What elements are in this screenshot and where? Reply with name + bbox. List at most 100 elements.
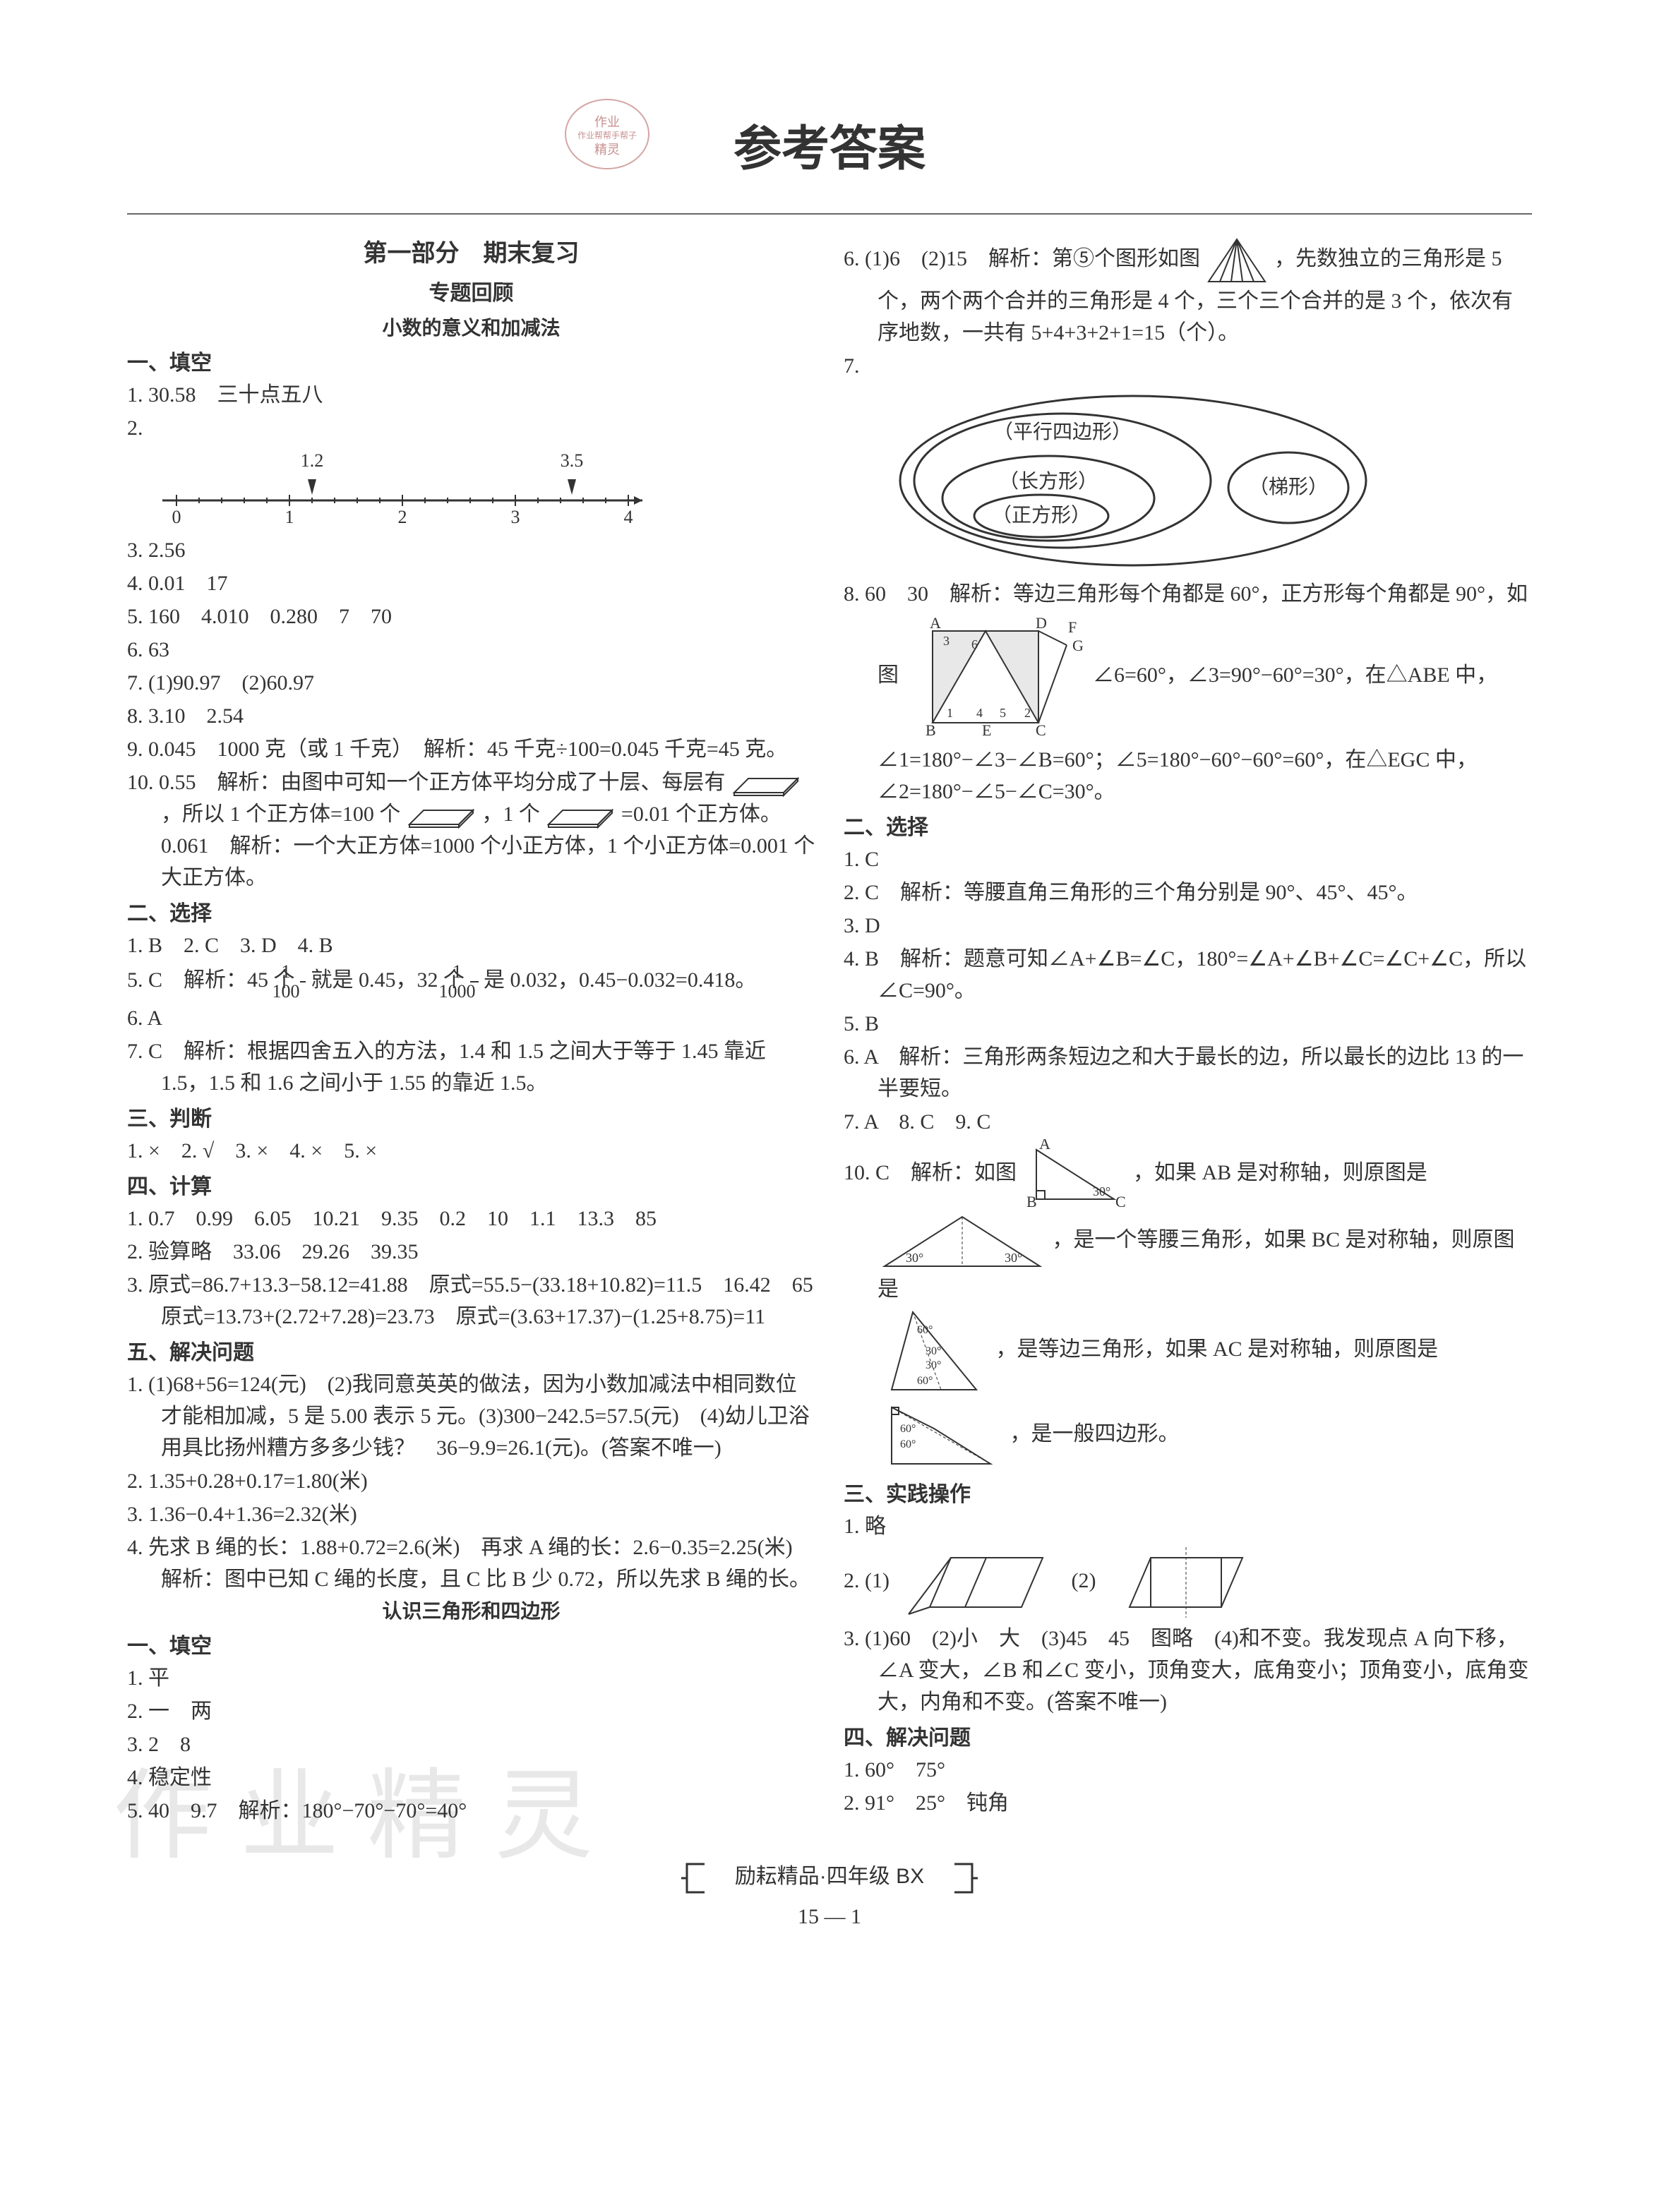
footer-bracket-icon bbox=[951, 1863, 979, 1894]
r6a: 6. (1)6 (2)15 解析：第⑤个图形如图 bbox=[844, 247, 1200, 270]
svg-text:A: A bbox=[930, 614, 941, 632]
ans-1-2: 2. bbox=[127, 412, 815, 444]
cuboid-icon bbox=[545, 803, 616, 829]
svg-text:1.2: 1.2 bbox=[301, 451, 324, 471]
svg-text:4: 4 bbox=[624, 507, 633, 527]
ans-1-5: 5. 160 4.010 0.280 7 70 bbox=[127, 601, 815, 632]
footer-page: 15 — 1 bbox=[127, 1901, 1532, 1933]
ans-2-5c: 是 0.032，0.45−0.032=0.418。 bbox=[484, 968, 756, 992]
ans-5-3: 3. 1.36−0.4+1.36=2.32(米) bbox=[127, 1498, 815, 1530]
fraction-1-100: 1100 bbox=[300, 963, 306, 1001]
svg-text:2: 2 bbox=[1024, 706, 1031, 720]
footer-label: 励耘精品·四年级 BX bbox=[714, 1856, 945, 1897]
number-line-diagram: 0 1 2 3 4 1.2 3.5 bbox=[148, 451, 657, 529]
footer: 励耘精品·四年级 BX 15 — 1 bbox=[127, 1856, 1532, 1933]
t2-3: 3. 2 8 bbox=[127, 1729, 815, 1760]
ans-1-7: 7. (1)90.97 (2)60.97 bbox=[127, 667, 815, 699]
ans-1-10c: ，1 个 bbox=[481, 803, 540, 826]
topic1-title: 小数的意义和加减法 bbox=[127, 313, 815, 343]
svg-text:1: 1 bbox=[285, 507, 294, 527]
r3-3: 3. (1)60 (2)小 大 (3)45 45 图略 (4)和不变。我发现点 … bbox=[844, 1623, 1532, 1718]
general-quad-icon: 60° 60° bbox=[878, 1397, 1005, 1474]
ans-5-4: 4. 先求 B 绳的长：1.88+0.72=2.6(米) 再求 A 绳的长：2.… bbox=[127, 1532, 815, 1595]
r3-2: 2. (1) (2) bbox=[844, 1544, 1532, 1621]
section-title: 专题回顾 bbox=[127, 277, 815, 309]
left-column: 第一部分 期末复习 专题回顾 小数的意义和加减法 一、填空 1. 30.58 三… bbox=[127, 236, 815, 1828]
svg-text:A: A bbox=[1039, 1139, 1050, 1153]
ans-4-3: 3. 原式=86.7+13.3−58.12=41.88 原式=55.5−(33.… bbox=[127, 1269, 815, 1333]
parallelogram-height-icon bbox=[894, 1544, 1050, 1621]
r7: 7. bbox=[844, 350, 1532, 382]
right-triangle-abc-icon: A B C 30° bbox=[1022, 1139, 1128, 1210]
page-title: 参考答案 bbox=[127, 113, 1532, 185]
r2-10e: ，是一般四边形。 bbox=[1010, 1422, 1180, 1445]
cat-solve: 五、解决问题 bbox=[127, 1337, 815, 1369]
r4-2: 2. 91° 25° 钝角 bbox=[844, 1787, 1532, 1819]
part-title: 第一部分 期末复习 bbox=[127, 236, 815, 272]
r2-7: 7. A 8. C 9. C bbox=[844, 1106, 1532, 1138]
svg-text:30°: 30° bbox=[926, 1345, 941, 1357]
svg-text:3.5: 3.5 bbox=[561, 451, 584, 471]
rect-parallelogram-icon bbox=[1101, 1544, 1264, 1621]
cat-calc: 四、计算 bbox=[127, 1171, 815, 1203]
r2-10a: 10. C 解析：如图 bbox=[844, 1161, 1017, 1184]
t2-cat-fill: 一、填空 bbox=[127, 1630, 815, 1662]
r6: 6. (1)6 (2)15 解析：第⑤个图形如图 ，先数独立的三角形是 5 个，… bbox=[844, 236, 1532, 349]
svg-text:（梯形）: （梯形） bbox=[1249, 476, 1328, 498]
r2-4: 4. B 解析：题意可知∠A+∠B=∠C，180°=∠A+∠B+∠C=∠C+∠C… bbox=[844, 943, 1532, 1006]
r2-6: 6. A 解析：三角形两条短边之和大于最长的边，所以最长的边比 13 的一半要短… bbox=[844, 1041, 1532, 1105]
r-cat-choice: 二、选择 bbox=[844, 812, 1532, 843]
svg-text:6: 6 bbox=[971, 637, 978, 651]
svg-text:4: 4 bbox=[976, 706, 983, 720]
svg-text:30°: 30° bbox=[906, 1251, 923, 1265]
cat-choice: 二、选择 bbox=[127, 898, 815, 930]
ans-1-6: 6. 63 bbox=[127, 634, 815, 666]
r2-10b: ，如果 AB 是对称轴，则原图是 bbox=[1133, 1161, 1427, 1184]
t2-1: 1. 平 bbox=[127, 1662, 815, 1694]
svg-text:（长方形）: （长方形） bbox=[999, 470, 1098, 493]
r2-10: 10. C 解析：如图 A B C 30° ，如果 AB 是对称轴，则原图是 3… bbox=[844, 1139, 1532, 1474]
svg-text:30°: 30° bbox=[926, 1359, 941, 1371]
geo-8-diagram: A D F G B E C 3 6 1 4 5 2 bbox=[904, 610, 1088, 744]
svg-text:0: 0 bbox=[172, 507, 181, 527]
ans-1-10a: 10. 0.55 解析：由图中可知一个正方体平均分成了十层、每层有 bbox=[127, 771, 726, 794]
r8: 8. 60 30 解析：等边三角形每个角都是 60°，正方形每个角都是 90°，… bbox=[844, 578, 1532, 807]
content-columns: 第一部分 期末复习 专题回顾 小数的意义和加减法 一、填空 1. 30.58 三… bbox=[127, 236, 1532, 1828]
fan-triangle-icon bbox=[1205, 236, 1269, 285]
svg-text:60°: 60° bbox=[900, 1438, 916, 1450]
svg-text:60°: 60° bbox=[900, 1423, 916, 1435]
r2-3: 3. D bbox=[844, 910, 1532, 942]
ans-5-1: 1. (1)68+56=124(元) (2)我同意英英的做法，因为小数加减法中相… bbox=[127, 1369, 815, 1464]
ans-4-1: 1. 0.7 0.99 6.05 10.21 9.35 0.2 10 1.1 1… bbox=[127, 1203, 815, 1234]
r2-2: 2. C 解析：等腰直角三角形的三个角分别是 90°、45°、45°。 bbox=[844, 877, 1532, 908]
stamp-l1: 作业 bbox=[566, 114, 648, 131]
footer-bracket-icon bbox=[680, 1863, 708, 1894]
ans-2-5a: 5. C 解析：45 个 bbox=[127, 968, 295, 992]
ans-2-5: 5. C 解析：45 个 1100 就是 0.45，32 个 11000 是 0… bbox=[127, 963, 815, 1001]
t2-5: 5. 40 9.7 解析：180°−70°−70°=40° bbox=[127, 1795, 815, 1827]
cuboid-icon bbox=[731, 771, 801, 797]
title-divider bbox=[127, 213, 1532, 215]
ans-1-8: 8. 3.10 2.54 bbox=[127, 700, 815, 732]
r4-1: 1. 60° 75° bbox=[844, 1754, 1532, 1786]
svg-text:1: 1 bbox=[947, 706, 953, 720]
svg-text:3: 3 bbox=[511, 507, 520, 527]
ans-1-10b: ，所以 1 个正方体=100 个 bbox=[161, 803, 400, 826]
svg-text:2: 2 bbox=[398, 507, 407, 527]
fraction-1-1000: 11000 bbox=[470, 963, 479, 1001]
ans-4-2: 2. 验算略 33.06 29.26 39.35 bbox=[127, 1236, 815, 1268]
ans-2-7: 7. C 解析：根据四舍五入的方法，1.4 和 1.5 之间大于等于 1.45 … bbox=[127, 1035, 815, 1099]
ans-1-4: 4. 0.01 17 bbox=[127, 567, 815, 599]
svg-text:3: 3 bbox=[943, 634, 950, 648]
svg-text:60°: 60° bbox=[917, 1324, 933, 1336]
r3-2a: 2. (1) bbox=[844, 1569, 890, 1592]
svg-text:30°: 30° bbox=[1093, 1184, 1110, 1198]
r-cat-practice: 三、实践操作 bbox=[844, 1479, 1532, 1510]
ans-3-1: 1. × 2. √ 3. × 4. × 5. × bbox=[127, 1135, 815, 1167]
ans-1-1: 1. 30.58 三十点五八 bbox=[127, 379, 815, 411]
r2-10d: ，是等边三角形，如果 AC 是对称轴，则原图是 bbox=[996, 1338, 1439, 1361]
svg-text:C: C bbox=[1115, 1193, 1126, 1210]
cat-judge: 三、判断 bbox=[127, 1103, 815, 1135]
cuboid-icon bbox=[406, 803, 477, 829]
svg-text:E: E bbox=[982, 721, 991, 739]
